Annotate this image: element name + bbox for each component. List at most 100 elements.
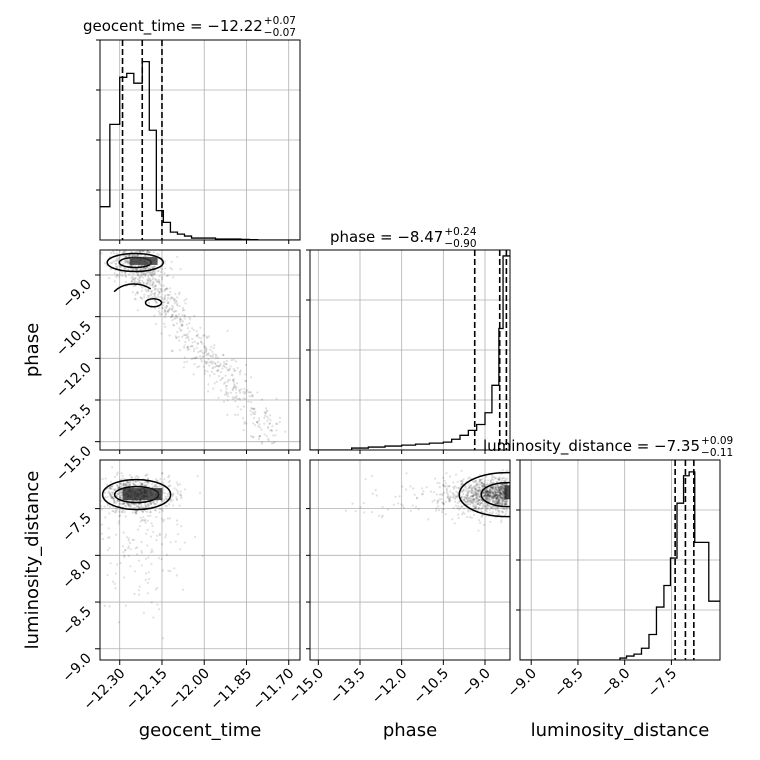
- sample-point: [492, 496, 495, 499]
- sample-point: [97, 488, 99, 490]
- sample-point: [491, 492, 494, 495]
- sample-point: [485, 490, 488, 494]
- sample-point: [214, 365, 217, 368]
- sample-point: [225, 393, 228, 396]
- sample-point: [90, 488, 92, 490]
- sample-point: [175, 488, 178, 491]
- sample-point: [392, 503, 395, 506]
- sample-point: [500, 489, 503, 492]
- sample-point: [401, 504, 405, 507]
- sample-point: [228, 368, 231, 371]
- sample-point: [473, 506, 476, 510]
- sample-point: [230, 373, 233, 376]
- sample-point: [486, 490, 489, 493]
- sample-point: [256, 391, 259, 394]
- sample-point: [409, 485, 412, 488]
- sample-point: [207, 335, 210, 338]
- sample-point: [240, 388, 243, 391]
- sample-point: [225, 384, 228, 387]
- sample-point: [234, 384, 237, 387]
- sample-point: [476, 489, 479, 492]
- sample-point: [208, 361, 211, 364]
- sample-point: [145, 474, 148, 477]
- sample-point: [462, 488, 465, 492]
- sample-point: [157, 557, 161, 560]
- sample-point: [206, 336, 209, 339]
- sample-point: [115, 509, 118, 512]
- title-minus-error: −0.07: [264, 27, 296, 39]
- sample-point: [147, 271, 150, 274]
- sample-point: [221, 353, 225, 356]
- sample-point: [492, 494, 495, 497]
- sample-point: [494, 476, 497, 479]
- sample-point: [231, 374, 234, 377]
- sample-point: [498, 500, 501, 503]
- sample-point: [224, 374, 227, 377]
- sample-point: [141, 276, 145, 279]
- sample-point: [479, 502, 482, 505]
- sample-point: [498, 493, 501, 496]
- sample-point: [498, 497, 501, 501]
- sample-point: [479, 478, 482, 481]
- sample-point: [116, 493, 119, 496]
- sample-point: [478, 480, 482, 483]
- sample-point: [220, 389, 223, 392]
- sample-point: [456, 495, 459, 498]
- sample-point: [223, 382, 226, 385]
- sample-point: [470, 491, 473, 494]
- y-tick-label-luminosity_distance: −8.0: [59, 557, 94, 592]
- sample-point: [501, 498, 504, 501]
- sample-point: [457, 508, 460, 511]
- sample-point: [205, 348, 208, 351]
- sample-point: [170, 296, 173, 299]
- sample-point: [111, 580, 115, 583]
- sample-point: [119, 483, 122, 486]
- sample-point: [137, 503, 140, 506]
- sample-point: [132, 254, 135, 257]
- sample-point: [471, 492, 474, 495]
- sample-point: [172, 298, 175, 301]
- sample-point: [491, 486, 494, 489]
- sample-point: [451, 492, 454, 495]
- sample-point: [478, 483, 481, 486]
- sample-point: [122, 247, 124, 249]
- sample-point: [493, 505, 496, 508]
- sample-point: [505, 469, 509, 472]
- sample-point: [467, 477, 470, 480]
- sample-point: [499, 492, 502, 495]
- sample-point: [152, 241, 154, 243]
- sample-point: [500, 503, 503, 506]
- sample-point: [151, 501, 154, 504]
- histogram-step-geocent_time: [100, 60, 300, 240]
- sample-point: [496, 484, 499, 487]
- sample-point: [104, 491, 107, 494]
- sample-point: [495, 487, 498, 490]
- sample-point: [499, 493, 502, 496]
- sample-point: [111, 510, 114, 513]
- sample-point: [148, 278, 151, 281]
- sample-point: [434, 509, 438, 512]
- sample-point: [109, 486, 112, 489]
- sample-point: [500, 493, 503, 496]
- sample-point: [466, 493, 469, 496]
- sample-point: [203, 345, 206, 348]
- sample-point: [163, 289, 166, 292]
- sample-point: [196, 333, 199, 336]
- sample-point: [133, 510, 136, 513]
- sample-point: [171, 350, 174, 353]
- sample-point: [491, 477, 494, 480]
- sample-point: [500, 483, 503, 486]
- sample-point: [491, 495, 494, 498]
- sample-point: [438, 509, 441, 512]
- sample-point: [141, 483, 144, 486]
- sample-point: [184, 488, 187, 491]
- sample-point: [122, 484, 125, 487]
- sample-point: [158, 485, 161, 488]
- sample-point: [497, 494, 500, 497]
- sample-point: [498, 510, 501, 513]
- sample-point: [493, 493, 496, 496]
- sample-point: [476, 502, 479, 506]
- sample-point: [129, 481, 132, 484]
- sample-point: [378, 514, 381, 517]
